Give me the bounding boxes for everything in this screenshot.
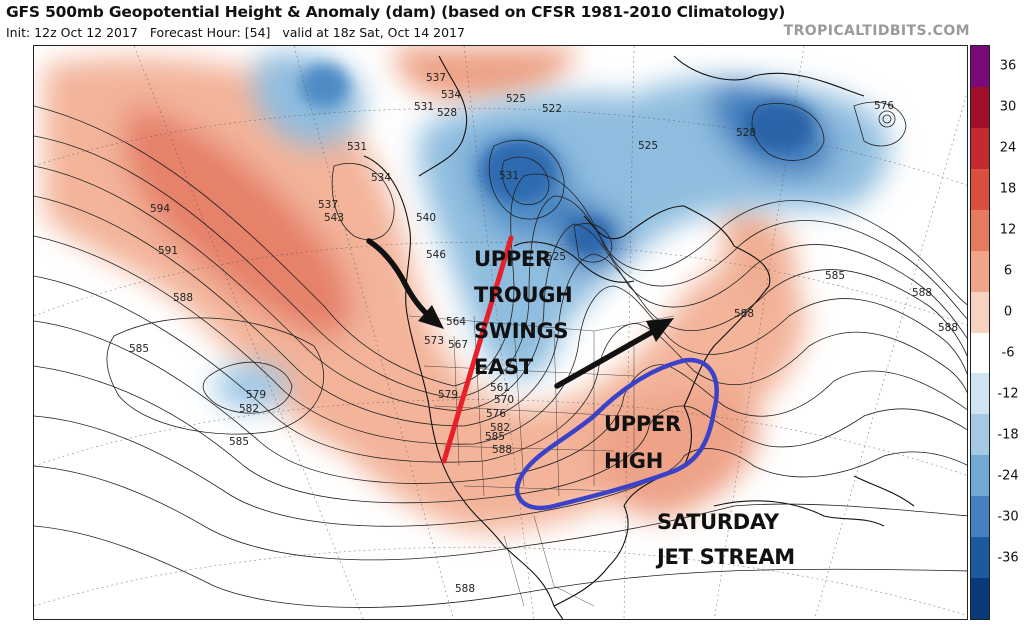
trough-axis-line xyxy=(441,235,514,464)
high-annotation: UPPER HIGH xyxy=(604,412,681,473)
site-brand: TROPICALTIDBITS.COM xyxy=(783,23,970,39)
forecast-hour: Forecast Hour: [54] xyxy=(149,25,271,40)
colorbar-segment xyxy=(971,455,989,497)
contour-label: 546 xyxy=(426,249,446,261)
colorbar-segment xyxy=(971,373,989,415)
positive-anomaly-shading xyxy=(44,46,806,533)
colorbar-segment xyxy=(971,332,989,374)
contour-label: 588 xyxy=(455,583,475,595)
colorbar-tick-label: 24 xyxy=(999,140,1017,156)
colorbar-tick-label: 30 xyxy=(999,99,1017,115)
colorbar-tick-label: 12 xyxy=(999,222,1017,238)
contour-label: 543 xyxy=(324,212,344,224)
contour-label: 528 xyxy=(437,107,457,119)
trough-text-line: SWINGS xyxy=(474,319,568,343)
contour-label: 585 xyxy=(485,431,505,443)
trough-annotation: UPPER TROUGH SWINGS EAST xyxy=(474,247,573,379)
contour-label: 525 xyxy=(546,251,566,263)
contour-label: 591 xyxy=(158,245,178,257)
contour-label: 561 xyxy=(490,382,510,394)
contour-label: 588 xyxy=(734,308,754,320)
colorbar-tick-label: -36 xyxy=(997,550,1019,566)
jet-text-line: JET STREAM xyxy=(655,545,795,569)
jet-annotation: SATURDAY JET STREAM xyxy=(655,510,795,569)
colorbar-segment xyxy=(971,168,989,211)
colorbar-tick-label: -30 xyxy=(997,509,1019,525)
contour-label: 534 xyxy=(441,89,461,101)
upper-high-circle xyxy=(514,357,719,511)
trough-text-line: TROUGH xyxy=(474,283,572,307)
contour-label: 576 xyxy=(486,408,506,420)
colorbar-tick-label: -24 xyxy=(997,468,1019,484)
contour-label: 585 xyxy=(825,270,845,282)
contour-label: 585 xyxy=(229,436,249,448)
west-arrow-icon xyxy=(366,238,444,329)
colorbar-segment xyxy=(971,127,989,170)
contour-label: 531 xyxy=(347,141,367,153)
high-text-line: HIGH xyxy=(604,449,663,473)
colorbar-tick-label: -6 xyxy=(1001,345,1015,361)
init-time: Init: 12z Oct 12 2017 xyxy=(6,25,138,40)
colorbar-tick-label: 0 xyxy=(1003,304,1013,320)
contour-label: 531 xyxy=(499,170,519,182)
high-text-line: UPPER xyxy=(604,412,681,436)
contour-label: 588 xyxy=(492,444,512,456)
contour-label: 540 xyxy=(416,212,436,224)
contour-label: 564 xyxy=(446,316,466,328)
map-subtitle: Init: 12z Oct 12 2017 Forecast Hour: [54… xyxy=(6,25,465,40)
colorbar-segment xyxy=(971,414,989,456)
colorbar-segment xyxy=(971,537,989,579)
contour-label: 588 xyxy=(938,322,958,334)
contour-label: 531 xyxy=(414,101,434,113)
contour-label: 579 xyxy=(438,389,458,401)
colorbar-segment xyxy=(971,291,989,333)
anomaly-map: 537 534 531 528 525 522 525 531 537 543 … xyxy=(33,45,968,620)
contour-label: 585 xyxy=(129,343,149,355)
contour-label: 537 xyxy=(318,199,338,211)
colorbar-tick-label: -18 xyxy=(997,427,1019,443)
contour-label: 582 xyxy=(490,422,510,434)
map-title: GFS 500mb Geopotential Height & Anomaly … xyxy=(6,3,786,21)
contour-label: 579 xyxy=(246,389,266,401)
colorbar-tick-label: -12 xyxy=(997,386,1019,402)
contour-label: 534 xyxy=(371,172,391,184)
deep-trough-core xyxy=(299,64,814,254)
contour-label: 567 xyxy=(448,339,468,351)
contour-label: 522 xyxy=(542,103,562,115)
colorbar-tick-label: 18 xyxy=(999,181,1017,197)
map-canvas: 537 534 531 528 525 522 525 531 537 543 … xyxy=(34,46,967,619)
contour-label: 588 xyxy=(173,292,193,304)
contour-label: 576 xyxy=(874,100,894,112)
contour-label: 573 xyxy=(424,335,444,347)
contour-label: 582 xyxy=(239,403,259,415)
contour-label: 525 xyxy=(506,93,526,105)
east-arrow-icon xyxy=(554,318,674,389)
colorbar-segment xyxy=(971,578,989,620)
colorbar-tick-label: 36 xyxy=(999,58,1017,74)
contour-label: 537 xyxy=(426,72,446,84)
contour-label: 594 xyxy=(150,203,170,215)
trough-text-line: UPPER xyxy=(474,247,551,271)
contour-label: 528 xyxy=(736,127,756,139)
contour-label: 570 xyxy=(494,394,514,406)
coastlines xyxy=(363,55,915,619)
colorbar-segment xyxy=(971,250,989,293)
valid-time: valid at 18z Sat, Oct 14 2017 xyxy=(282,25,465,40)
colorbar-segment xyxy=(971,46,989,88)
trough-text-line: EAST xyxy=(474,355,534,379)
contour-label: 525 xyxy=(638,140,658,152)
lat-lon-grid xyxy=(34,46,967,619)
anomaly-colorbar xyxy=(970,45,990,620)
contour-label-group: 537 534 531 528 525 522 525 531 537 543 … xyxy=(129,72,958,595)
height-contours xyxy=(34,101,967,608)
colorbar-tick-label: 6 xyxy=(1003,263,1013,279)
colorbar-segment xyxy=(971,209,989,252)
colorbar-segment xyxy=(971,86,989,129)
contour-label: 588 xyxy=(912,287,932,299)
colorbar-segment xyxy=(971,496,989,538)
jet-text-line: SATURDAY xyxy=(657,510,780,534)
